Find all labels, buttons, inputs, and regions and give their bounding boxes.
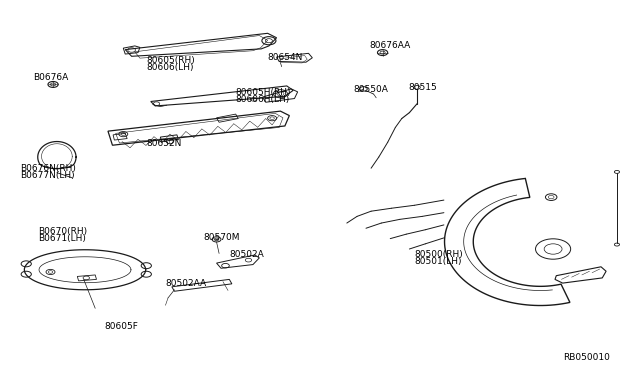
Text: 80676AA: 80676AA <box>370 41 411 50</box>
Text: 80515: 80515 <box>408 83 437 92</box>
Text: 80500(RH): 80500(RH) <box>415 250 463 259</box>
Text: 80501(LH): 80501(LH) <box>415 257 462 266</box>
Text: B0671(LH): B0671(LH) <box>38 234 86 243</box>
Text: 80605F: 80605F <box>104 321 138 331</box>
Text: B0676N(RH): B0676N(RH) <box>20 164 76 173</box>
Text: 80550A: 80550A <box>353 85 388 94</box>
Text: 80605H(RH): 80605H(RH) <box>236 88 291 97</box>
Text: 80605(RH): 80605(RH) <box>147 56 195 65</box>
Text: 80652N: 80652N <box>147 139 182 148</box>
Text: B0676A: B0676A <box>33 73 68 82</box>
Text: 80502AA: 80502AA <box>166 279 207 288</box>
Text: 80570M: 80570M <box>204 232 240 242</box>
Text: 80502A: 80502A <box>229 250 264 259</box>
Text: 80654N: 80654N <box>268 53 303 62</box>
Text: B0670(RH): B0670(RH) <box>38 227 87 237</box>
Text: B0677N(LH): B0677N(LH) <box>20 171 74 180</box>
Text: RB050010: RB050010 <box>563 353 609 362</box>
Text: 80606H(LH): 80606H(LH) <box>236 95 290 104</box>
Text: 80606(LH): 80606(LH) <box>147 63 194 72</box>
